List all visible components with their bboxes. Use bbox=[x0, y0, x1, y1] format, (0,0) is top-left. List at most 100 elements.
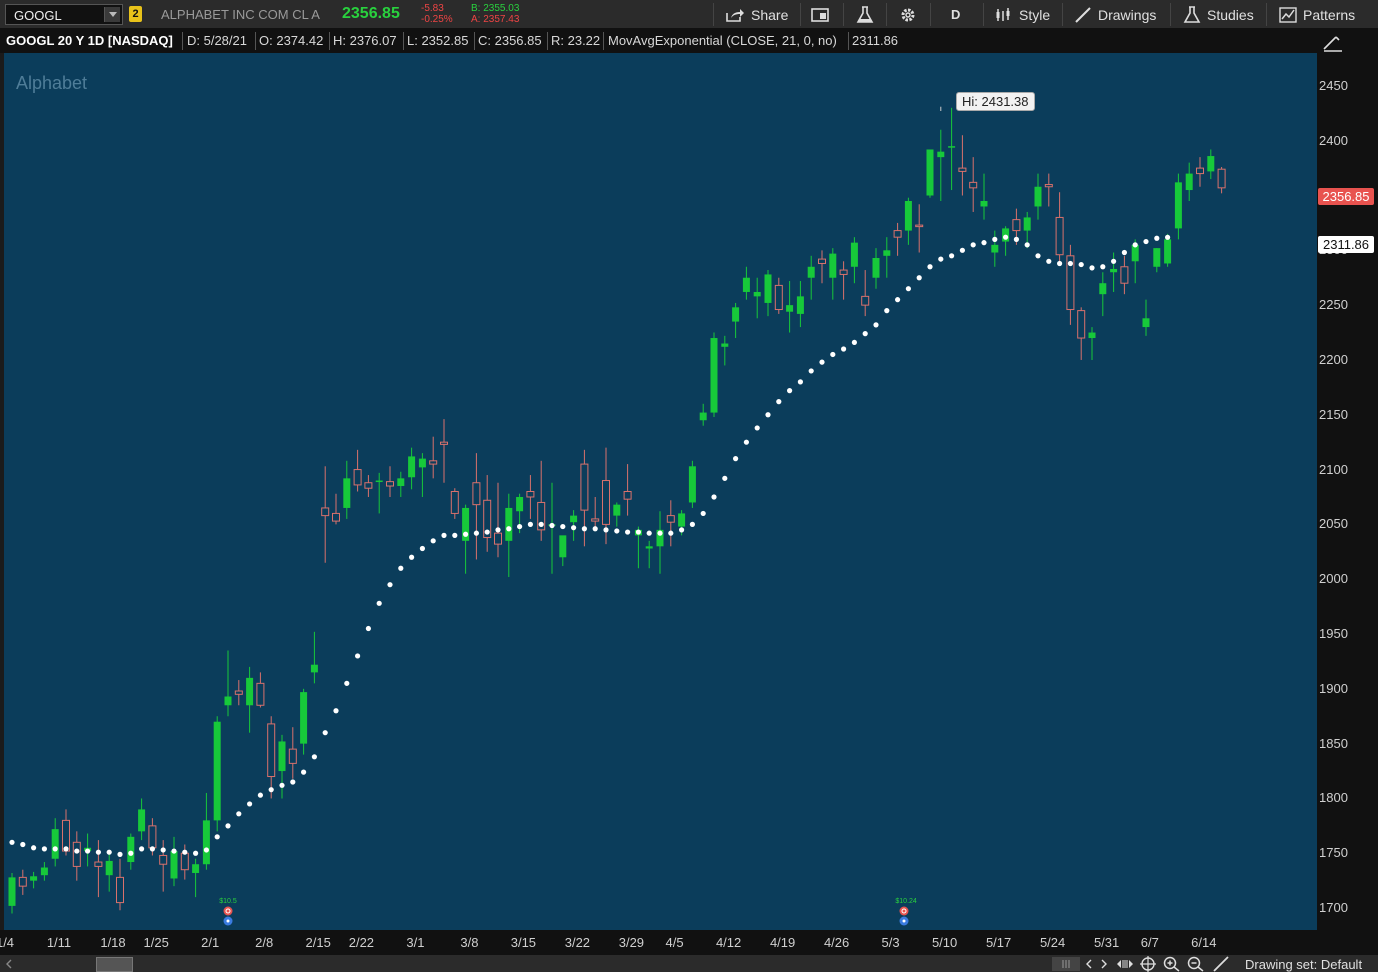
scroll-grip-icon[interactable] bbox=[1052, 956, 1080, 972]
earnings-dividend-icon bbox=[223, 906, 233, 926]
scale-settings-icon[interactable] bbox=[1322, 33, 1344, 53]
symbol-selector[interactable]: GOOGL bbox=[5, 4, 123, 25]
style-button[interactable]: Style bbox=[995, 0, 1050, 29]
info-divider bbox=[547, 32, 548, 50]
ask-value: A: 2357.43 bbox=[471, 14, 520, 25]
info-low: L: 2352.85 bbox=[407, 33, 469, 48]
beaker-icon bbox=[856, 5, 874, 23]
studies-button[interactable]: Studies bbox=[1183, 0, 1254, 29]
time-scrollbar-thumb[interactable] bbox=[96, 957, 133, 972]
toolbar-divider bbox=[800, 3, 801, 26]
info-divider bbox=[403, 32, 404, 50]
studies-label: Studies bbox=[1207, 6, 1254, 23]
study-label[interactable]: MovAvgExponential (CLOSE, 21, 0, no) bbox=[608, 33, 837, 48]
scroll-next-icon[interactable] bbox=[1099, 956, 1109, 972]
patterns-icon bbox=[1279, 6, 1297, 23]
info-divider bbox=[182, 32, 183, 50]
scroll-prev-icon[interactable] bbox=[1084, 956, 1094, 972]
info-divider bbox=[255, 32, 256, 50]
patterns-label: Patterns bbox=[1303, 6, 1356, 23]
flexible-grid-button[interactable] bbox=[811, 0, 831, 29]
symbol-text[interactable]: GOOGL bbox=[14, 8, 62, 23]
date-tick-label: 5/31 bbox=[1093, 935, 1120, 950]
price-tick-label: 2200 bbox=[1319, 351, 1348, 367]
info-open: O: 2374.42 bbox=[259, 33, 324, 48]
price-tick-label: 1900 bbox=[1319, 680, 1348, 696]
date-tick-label: 6/14 bbox=[1191, 935, 1217, 950]
chart-info-bar: GOOGL 20 Y 1D [NASDAQ] D: 5/28/21 O: 237… bbox=[0, 29, 1317, 53]
drawings-button[interactable]: Drawings bbox=[1074, 0, 1156, 29]
toolbar-divider bbox=[1062, 3, 1063, 26]
aggregation-button[interactable]: D bbox=[951, 7, 961, 22]
event-marker[interactable]: $10.24 bbox=[895, 898, 917, 932]
beaker-button[interactable] bbox=[856, 0, 874, 29]
info-high: H: 2376.07 bbox=[333, 33, 397, 48]
info-divider bbox=[603, 32, 604, 50]
gear-icon bbox=[901, 8, 915, 21]
drawing-tool-icon[interactable] bbox=[1212, 956, 1230, 972]
price-tick-label: 2250 bbox=[1319, 297, 1348, 313]
date-tick-label: 4/19 bbox=[769, 935, 796, 950]
date-tick-label: 1/11 bbox=[46, 935, 72, 950]
price-tick-label: 2450 bbox=[1319, 77, 1348, 93]
date-tick-label: 3/22 bbox=[564, 935, 591, 950]
info-date: D: 5/28/21 bbox=[187, 33, 247, 48]
chart-title[interactable]: GOOGL 20 Y 1D [NASDAQ] bbox=[6, 33, 173, 48]
flask-icon bbox=[1183, 5, 1201, 23]
price-tick-label: 2150 bbox=[1319, 406, 1348, 422]
event-label: $10.5 bbox=[219, 898, 237, 905]
date-tick-label: 4/5 bbox=[665, 935, 684, 950]
zoom-in-icon[interactable] bbox=[1163, 956, 1181, 972]
date-tick-label: 5/3 bbox=[881, 935, 900, 950]
drawing-set-label[interactable]: Drawing set: Default bbox=[1245, 957, 1363, 972]
date-tick-label: 4/26 bbox=[823, 935, 850, 950]
price-tick-label: 1800 bbox=[1319, 790, 1348, 806]
ema-price-tag: 2311.86 bbox=[1318, 236, 1374, 253]
date-tick-label: 3/8 bbox=[460, 935, 479, 950]
price-tick-label: 1700 bbox=[1319, 900, 1348, 916]
toolbar-divider bbox=[1170, 3, 1171, 26]
date-tick-label: 1/25 bbox=[143, 935, 169, 950]
price-tick-label: 2100 bbox=[1319, 461, 1348, 477]
expand-time-icon[interactable] bbox=[1116, 956, 1134, 972]
event-marker[interactable]: $10.5 bbox=[219, 898, 237, 932]
date-tick-label: 6/7 bbox=[1140, 935, 1159, 950]
crosshair-icon[interactable] bbox=[1140, 956, 1156, 972]
price-axis[interactable] bbox=[1317, 29, 1378, 930]
info-range: R: 23.22 bbox=[551, 33, 601, 48]
date-tick-label: 5/24 bbox=[1039, 935, 1066, 950]
date-tick-label: 5/10 bbox=[931, 935, 958, 950]
flexible-grid-icon bbox=[811, 7, 829, 22]
info-divider bbox=[474, 32, 475, 50]
status-bar: Drawing set: Default bbox=[0, 954, 1378, 972]
bid-ask: B: 2355.03 A: 2357.43 bbox=[471, 3, 519, 25]
company-name: ALPHABET INC COM CL A bbox=[161, 7, 320, 22]
date-tick-label: 5/17 bbox=[985, 935, 1012, 950]
toolbar-divider bbox=[843, 3, 844, 26]
settings-button[interactable] bbox=[899, 0, 917, 29]
price-tick-label: 2400 bbox=[1319, 132, 1348, 148]
toolbar-divider bbox=[930, 3, 931, 26]
info-close: C: 2356.85 bbox=[478, 33, 542, 48]
scroll-left-icon[interactable] bbox=[5, 956, 13, 972]
bid-value: B: 2355.03 bbox=[471, 3, 520, 14]
date-tick-label: 2/22 bbox=[348, 935, 375, 950]
chevron-down-icon[interactable] bbox=[104, 7, 120, 22]
date-tick-label: 2/15 bbox=[305, 935, 331, 950]
toolbar-divider bbox=[983, 3, 984, 26]
price-tick-label: 1750 bbox=[1319, 845, 1348, 861]
date-tick-label: 4/12 bbox=[715, 935, 742, 950]
zoom-out-icon[interactable] bbox=[1187, 956, 1205, 972]
date-tick-label: 1/4 bbox=[0, 935, 15, 950]
high-callout: Hi: 2431.38 bbox=[956, 92, 1035, 111]
patterns-button[interactable]: Patterns bbox=[1279, 0, 1355, 29]
symbol-link-badge[interactable]: 2 bbox=[129, 6, 142, 22]
date-tick-label: 1/18 bbox=[100, 935, 126, 950]
chart-plot-area[interactable] bbox=[4, 53, 1317, 930]
share-button[interactable]: Share bbox=[725, 0, 788, 29]
net-change-value: -5.83 bbox=[421, 3, 444, 14]
date-tick-label: 3/15 bbox=[510, 935, 537, 950]
toolbar-divider bbox=[886, 3, 887, 26]
price-tick-label: 2050 bbox=[1319, 516, 1348, 532]
time-axis[interactable] bbox=[0, 930, 1378, 954]
